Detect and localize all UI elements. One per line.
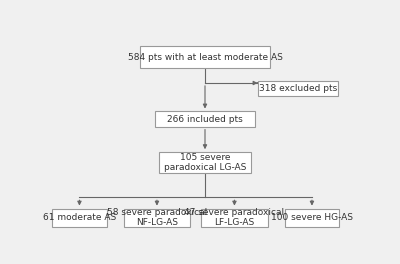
Text: 105 severe
paradoxical LG-AS: 105 severe paradoxical LG-AS: [164, 153, 246, 172]
Text: 318 excluded pts: 318 excluded pts: [259, 84, 337, 93]
FancyBboxPatch shape: [140, 46, 270, 68]
Text: 100 severe HG-AS: 100 severe HG-AS: [271, 213, 353, 222]
FancyBboxPatch shape: [285, 209, 339, 227]
FancyBboxPatch shape: [52, 209, 106, 227]
FancyBboxPatch shape: [124, 209, 190, 227]
Text: 47 severe paradoxical
LF-LG-AS: 47 severe paradoxical LF-LG-AS: [184, 208, 284, 227]
Text: 58 severe paradoxical
NF-LG-AS: 58 severe paradoxical NF-LG-AS: [107, 208, 207, 227]
FancyBboxPatch shape: [155, 111, 254, 127]
FancyBboxPatch shape: [258, 81, 338, 96]
FancyBboxPatch shape: [158, 152, 252, 173]
FancyBboxPatch shape: [201, 209, 268, 227]
Text: 266 included pts: 266 included pts: [167, 115, 243, 124]
Text: 61 moderate AS: 61 moderate AS: [43, 213, 116, 222]
Text: 584 pts with at least moderate AS: 584 pts with at least moderate AS: [128, 53, 282, 62]
